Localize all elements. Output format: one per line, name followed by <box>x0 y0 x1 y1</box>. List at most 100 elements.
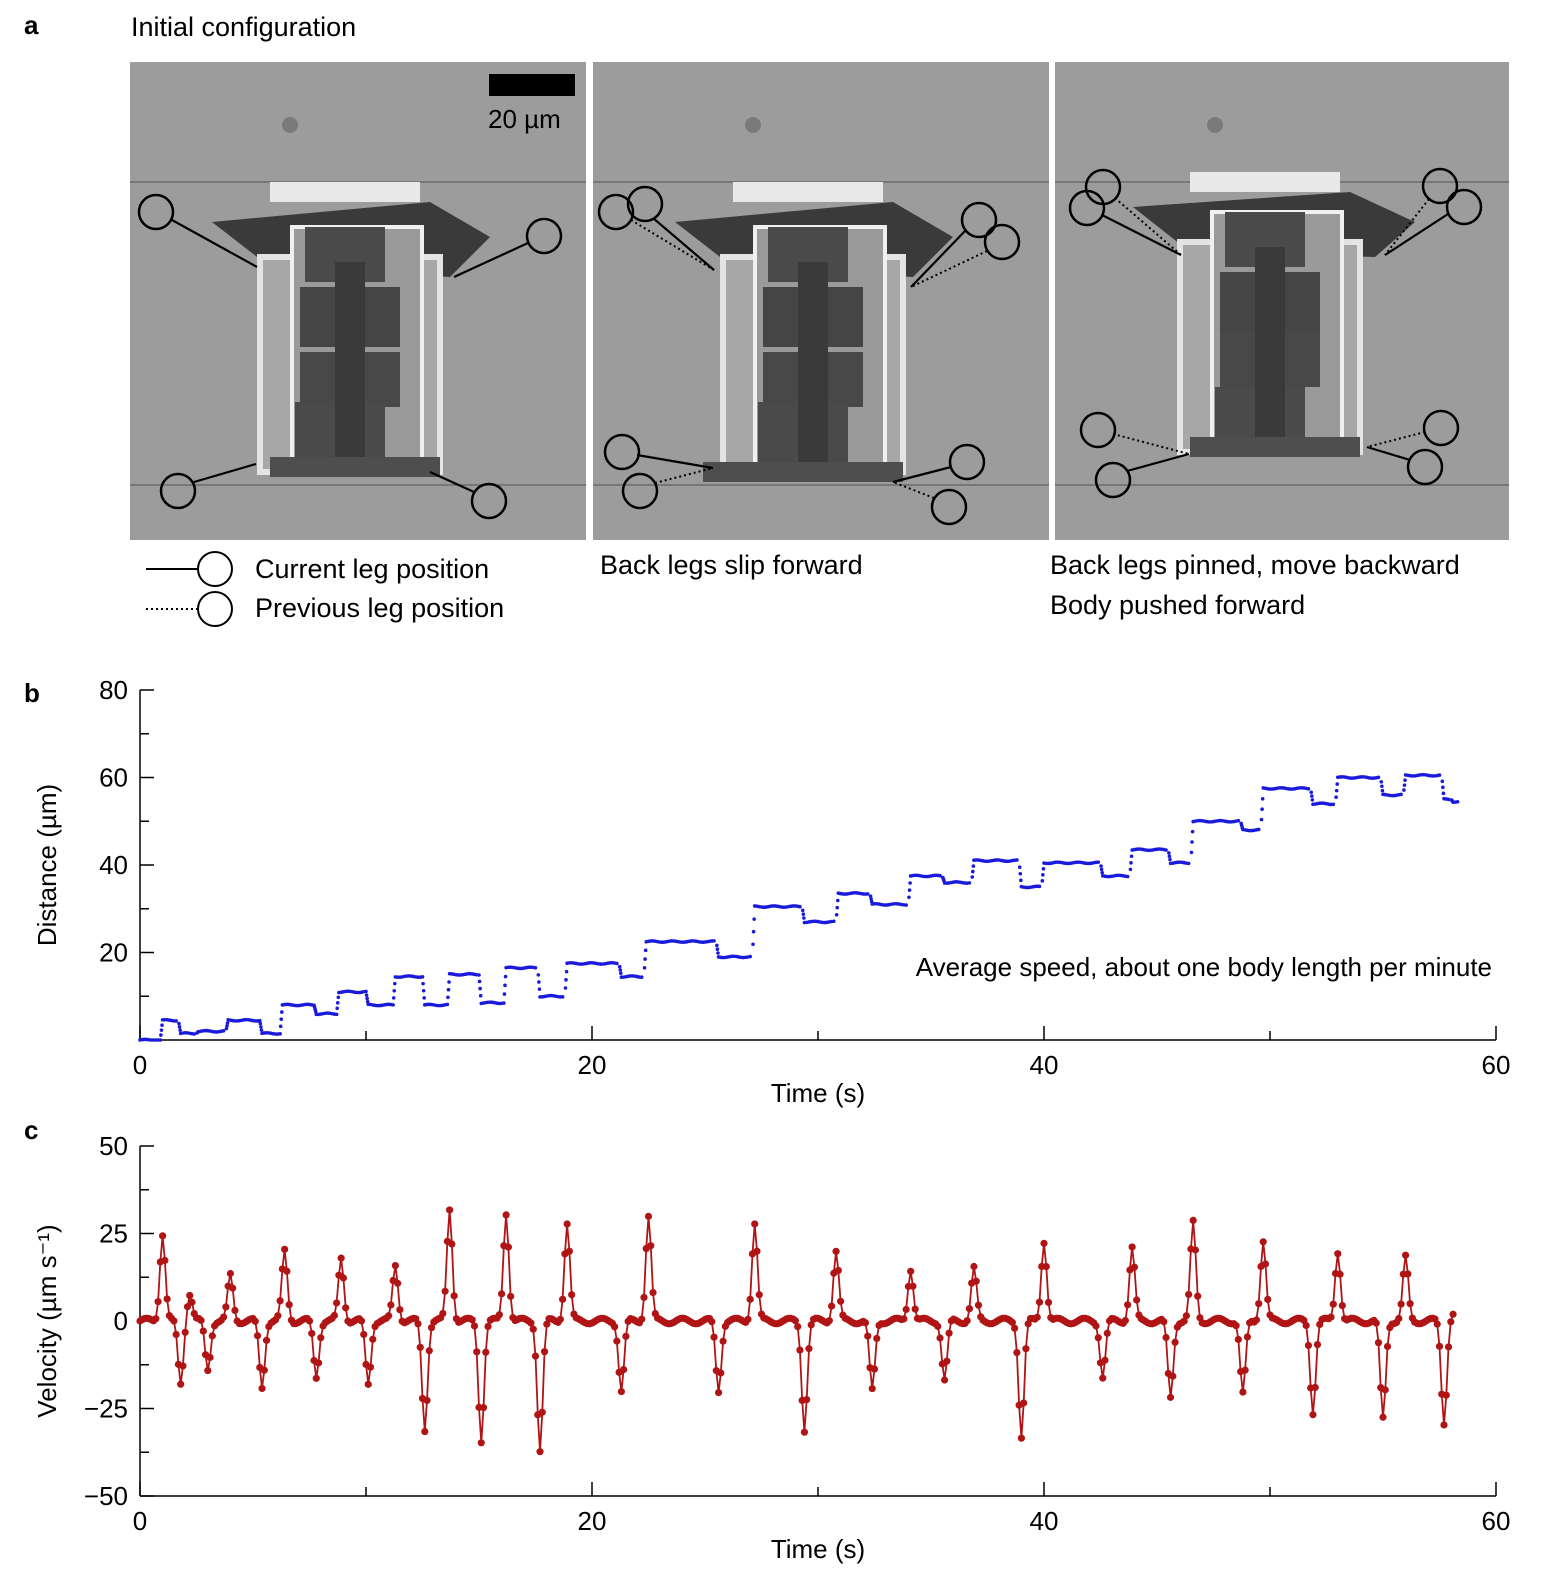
x-tick-label: 20 <box>578 1506 607 1536</box>
velocity-point <box>507 1292 515 1300</box>
velocity-point <box>468 1316 476 1324</box>
velocity-point <box>934 1322 942 1330</box>
distance-point <box>1379 780 1384 784</box>
distance-point <box>335 1006 339 1011</box>
velocity-point <box>1255 1300 1263 1308</box>
y-tick-label: 40 <box>99 850 128 880</box>
distance-point <box>800 908 805 913</box>
velocity-point <box>974 1301 983 1309</box>
velocity-point <box>421 1427 429 1436</box>
distance-point <box>618 968 623 972</box>
velocity-point <box>357 1317 366 1325</box>
velocity-point <box>208 1332 216 1340</box>
distance-point <box>1380 784 1384 789</box>
velocity-point <box>970 1262 978 1271</box>
y-tick-label: −50 <box>84 1481 128 1511</box>
distance-point <box>639 975 644 980</box>
distance-point <box>178 1028 182 1032</box>
micrograph-frame-1: 20 µm <box>130 62 586 540</box>
velocity-point <box>1092 1322 1100 1330</box>
velocity-point <box>470 1322 479 1330</box>
velocity-point <box>1404 1270 1412 1278</box>
velocity-point <box>714 1388 723 1397</box>
distance-point <box>421 988 426 993</box>
distance-point <box>446 987 451 992</box>
velocity-point <box>909 1282 917 1290</box>
velocity-point <box>484 1322 492 1331</box>
velocity-point <box>744 1315 752 1323</box>
velocity-point <box>364 1380 372 1388</box>
distance-point <box>1125 874 1130 879</box>
velocity-point <box>1442 1391 1450 1399</box>
distance-point <box>334 1012 339 1017</box>
velocity-point <box>1011 1324 1019 1332</box>
distance-point <box>1260 797 1265 801</box>
velocity-point <box>805 1345 813 1353</box>
velocity-point <box>943 1357 951 1365</box>
distance-point <box>970 875 975 879</box>
velocity-point <box>369 1335 377 1343</box>
distance-point <box>1019 878 1023 883</box>
y-axis-label: Distance (µm) <box>32 784 62 946</box>
velocity-point <box>1035 1298 1044 1306</box>
distance-point <box>1380 788 1385 793</box>
distance-point <box>1100 870 1104 875</box>
velocity-point <box>312 1374 320 1382</box>
velocity-point <box>1124 1301 1132 1309</box>
velocity-point <box>416 1343 424 1351</box>
velocity-point <box>251 1317 259 1325</box>
distance-point <box>364 989 368 994</box>
distance-point <box>1190 840 1194 844</box>
velocity-point <box>181 1328 189 1336</box>
velocity-point <box>425 1347 433 1355</box>
velocity-point <box>163 1295 171 1303</box>
velocity-point <box>755 1291 763 1299</box>
velocity-point <box>543 1320 551 1328</box>
velocity-point <box>220 1313 228 1321</box>
velocity-point <box>911 1305 919 1313</box>
distance-point <box>259 1028 264 1032</box>
distance-series <box>138 772 1460 1042</box>
velocity-point <box>563 1220 571 1228</box>
velocity-point <box>253 1332 262 1340</box>
distance-point <box>391 1003 395 1007</box>
distance-point <box>278 1031 282 1036</box>
velocity-point <box>1185 1290 1193 1299</box>
velocity-point <box>649 1288 657 1297</box>
distance-point <box>533 965 538 970</box>
velocity-point <box>495 1311 503 1319</box>
velocity-point <box>231 1306 239 1314</box>
distance-point <box>1331 802 1336 807</box>
velocity-point <box>710 1333 718 1341</box>
distance-point <box>904 903 908 907</box>
velocity-point <box>222 1303 230 1311</box>
distance-point <box>801 912 806 917</box>
velocity-point <box>1166 1393 1175 1401</box>
velocity-point <box>1239 1388 1247 1396</box>
x-tick-label: 0 <box>133 1506 147 1536</box>
distance-point <box>280 1010 284 1014</box>
velocity-point <box>751 1220 759 1228</box>
velocity-point <box>1033 1313 1041 1321</box>
distance-point <box>643 948 648 953</box>
velocity-point <box>620 1365 628 1374</box>
velocity-point <box>556 1315 564 1323</box>
velocity-point <box>1042 1263 1050 1271</box>
velocity-point <box>1397 1300 1405 1308</box>
x-tick-label: 40 <box>1030 1506 1059 1536</box>
legend-previous-label: Previous leg position <box>255 593 505 623</box>
distance-point <box>832 919 836 924</box>
velocity-point <box>1243 1333 1251 1341</box>
velocity-point <box>753 1247 761 1255</box>
distance-point <box>715 943 719 948</box>
distance-point <box>716 951 720 955</box>
velocity-point <box>536 1448 544 1456</box>
velocity-point <box>873 1334 881 1343</box>
distance-point <box>365 996 369 1001</box>
velocity-point <box>504 1243 512 1251</box>
scale-bar-label: 20 µm <box>488 104 561 134</box>
velocity-point <box>387 1301 395 1309</box>
distance-point <box>1041 873 1045 877</box>
distance-point <box>715 947 720 952</box>
